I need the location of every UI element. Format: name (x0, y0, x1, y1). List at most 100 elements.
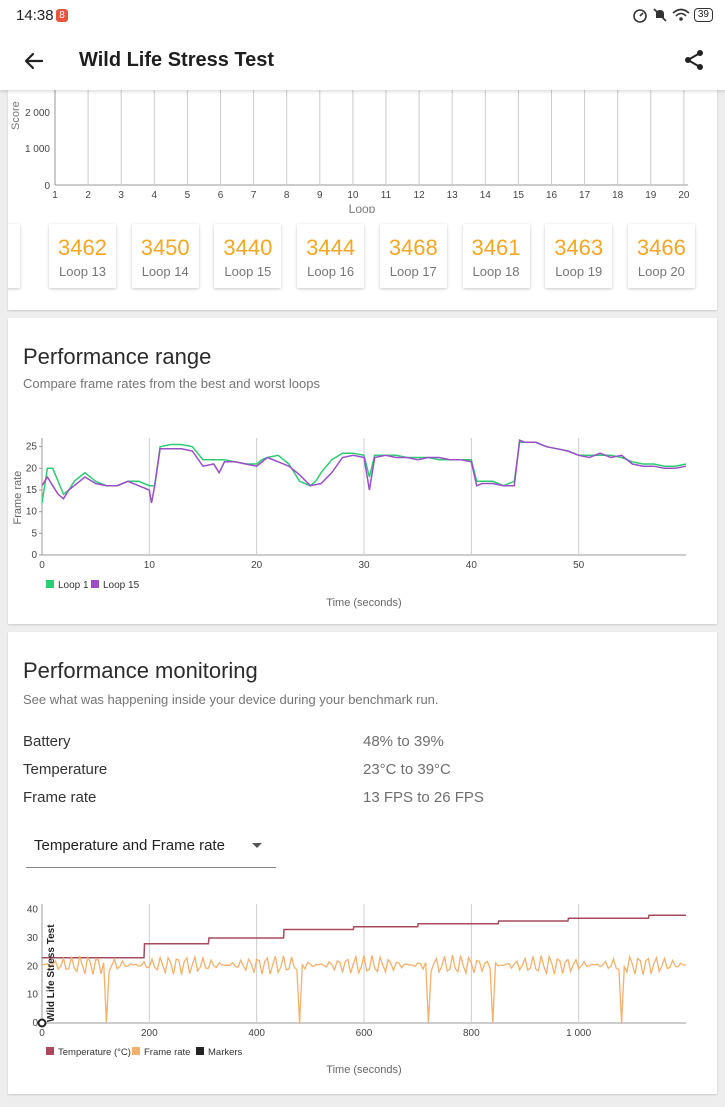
score-x-tick: 5 (185, 190, 191, 201)
loop-label: Loop 13 (59, 264, 106, 279)
monitor-y-tick: 10 (27, 990, 39, 1001)
score-x-tick: 13 (447, 190, 459, 201)
monitoring-chart: 0 200 400 600 800 1 000 0 10 20 30 40 Wild Life Str… (27, 904, 686, 1076)
score-x-tick: 16 (546, 190, 558, 201)
loop-score: 3466 (636, 235, 686, 260)
loop-score: 3461 (471, 235, 521, 260)
frame-rate-value: 13 FPS to 26 FPS (363, 789, 484, 806)
performance-monitoring-subtitle: See what was happening inside your devic… (23, 692, 439, 707)
frame-rate-line (41, 954, 686, 1024)
loop-tile[interactable]: 3440 Loop 15 (214, 224, 282, 288)
score-x-tick: 8 (284, 190, 290, 201)
range-y-tick: 0 (31, 550, 37, 561)
range-x-tick: 0 (39, 560, 45, 571)
app-bar: Wild Life Stress Test (0, 32, 725, 90)
range-x-tick: 50 (573, 560, 585, 571)
marker-point (37, 1018, 47, 1028)
score-x-tick: 17 (579, 190, 591, 201)
score-y-tick: 2 000 (25, 108, 50, 119)
monitor-y-tick: 20 (27, 961, 39, 972)
range-y-tick: 20 (26, 463, 38, 474)
score-x-tick: 11 (381, 190, 392, 201)
status-bar: 14:38 8 39 (0, 0, 725, 32)
speedometer-icon (633, 9, 647, 23)
range-series-line (41, 439, 687, 504)
monitor-x-tick: 200 (141, 1028, 158, 1039)
loop-label: Loop 20 (637, 264, 685, 279)
dropdown-arrow-icon (252, 843, 262, 848)
monitor-x-tick: 600 (356, 1028, 373, 1039)
mute-bell-icon (653, 8, 667, 22)
battery-value: 48% to 39% (363, 733, 444, 750)
loop-score: 3468 (388, 235, 438, 260)
range-x-tick: 10 (144, 560, 156, 571)
score-x-tick: 4 (152, 190, 158, 201)
monitor-y-tick: 30 (27, 933, 39, 944)
loop-tile[interactable]: 3462 Loop 13 (49, 224, 116, 288)
loop-tile[interactable]: 3466 Loop 20 (627, 224, 695, 288)
score-x-tick: 10 (347, 190, 359, 201)
score-ylabel: Score (10, 101, 22, 130)
status-time: 14:38 (16, 7, 54, 24)
score-x-tick: 1 (52, 190, 58, 201)
range-x-tick: 20 (251, 560, 263, 571)
monitor-x-tick: 0 (39, 1028, 45, 1039)
loop-tile[interactable]: 3461 Loop 18 (462, 224, 530, 288)
score-y-tick: 0 (44, 181, 50, 192)
monitor-legend-swatch (46, 1047, 54, 1055)
score-xlabel: Loop (349, 202, 376, 213)
score-x-tick: 2 (85, 190, 91, 201)
monitor-legend-label: Frame rate (144, 1047, 190, 1058)
performance-monitoring-title: Performance monitoring (23, 658, 258, 683)
score-x-tick: 6 (218, 190, 224, 201)
monitor-legend-label: Temperature (°C) (58, 1047, 131, 1058)
monitor-marker-title: Wild Life Stress Test (46, 924, 57, 1022)
notification-badge: 8 (56, 9, 68, 22)
score-x-tick: 15 (513, 190, 525, 201)
loop-label: Loop 17 (389, 264, 437, 279)
range-legend-swatch (46, 580, 54, 588)
page-title: Wild Life Stress Test (79, 49, 275, 71)
monitor-legend-label: Markers (208, 1047, 243, 1058)
metric-dropdown[interactable]: Temperature and Frame rate (26, 832, 276, 868)
back-arrow-icon[interactable] (22, 49, 46, 73)
range-legend-swatch (91, 580, 99, 588)
loop-score: 3450 (140, 235, 190, 260)
loop-score: 3444 (306, 235, 356, 260)
loop-tile[interactable]: 3444 Loop 16 (297, 224, 365, 288)
performance-range-title: Performance range (23, 344, 212, 369)
performance-range-card: Performance range Compare frame rates fr… (8, 318, 717, 624)
monitor-y-tick: 40 (27, 905, 39, 916)
monitor-x-tick: 800 (463, 1028, 480, 1039)
loop-tile[interactable]: 3450 Loop 14 (131, 224, 199, 288)
loop-tile[interactable]: 3468 Loop 17 (379, 224, 447, 288)
range-x-tick: 30 (358, 560, 370, 571)
temperature-value: 23°C to 39°C (363, 761, 451, 778)
loop-score: 3462 (58, 235, 107, 260)
range-y-tick: 5 (31, 528, 37, 539)
frame-rate-label: Frame rate (23, 789, 97, 806)
score-x-tick: 19 (645, 190, 657, 201)
range-y-tick: 25 (26, 442, 38, 453)
range-xlabel: Time (seconds) (326, 597, 401, 609)
share-icon[interactable] (683, 49, 705, 71)
monitor-xlabel: Time (seconds) (326, 1064, 401, 1076)
temperature-label: Temperature (23, 761, 108, 778)
monitor-y-tick: 0 (32, 1018, 38, 1029)
performance-monitoring-card: Performance monitoring See what was happ… (8, 632, 717, 1094)
metric-dropdown-value: Temperature and Frame rate (34, 837, 225, 854)
loop-score: 3463 (554, 235, 604, 260)
wifi-icon (672, 8, 690, 21)
loop-label: Loop 16 (307, 264, 355, 279)
range-y-tick: 10 (26, 507, 38, 518)
score-x-tick: 18 (612, 190, 624, 201)
score-y-tick: 1 000 (25, 144, 50, 155)
score-x-tick: 9 (317, 190, 323, 201)
loop-tile[interactable]: 3463 Loop 19 (545, 224, 613, 288)
loop-label: Loop 19 (555, 264, 603, 279)
battery-indicator: 39 (693, 8, 713, 22)
loop-label: Loop 15 (224, 264, 272, 279)
loop-scores-card: Score 2 000 1 000 0 1 2 3 4 5 6 7 8 9 10 11 12 13 14 15 16… (8, 88, 717, 310)
frame-rate-range-chart: 0 10 20 30 40 50 0 5 10 15 20 25 Frame rate Time (sec… (12, 438, 687, 609)
range-x-tick: 40 (466, 560, 478, 571)
